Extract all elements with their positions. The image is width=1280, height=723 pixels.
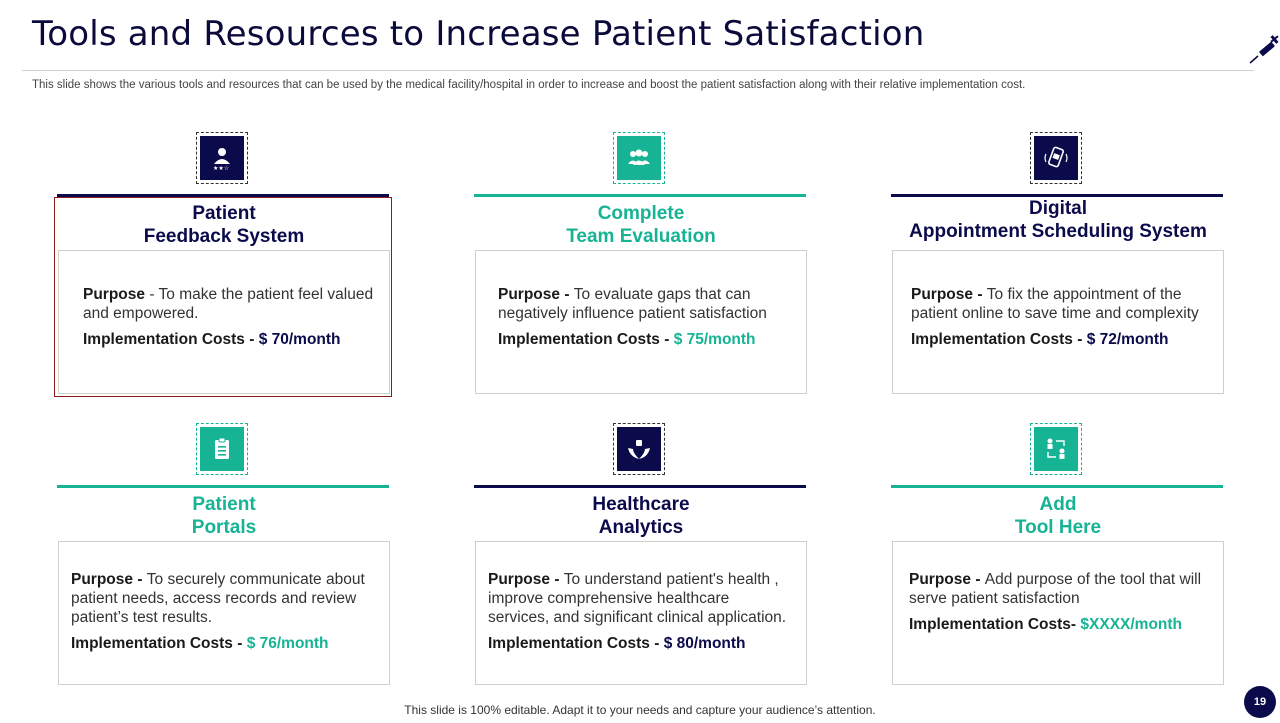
card-title-line2: Appointment Scheduling System [909, 221, 1207, 242]
card-title: Complete Team Evaluation [474, 202, 808, 248]
card-purpose: Purpose - To evaluate gaps that can nega… [498, 285, 792, 349]
card-title-line1: Digital [1028, 198, 1088, 219]
tool-card-healthcare-analytics[interactable]: Healthcare Analytics Purpose - To unders… [474, 423, 808, 723]
purpose-text: To evaluate gaps that can negatively inf… [498, 286, 767, 322]
purpose-label: Purpose - [498, 286, 574, 303]
clipboard-icon [215, 437, 229, 459]
card-title: Patient Feedback System [57, 202, 391, 248]
people-exchange-icon [1047, 438, 1065, 459]
cost-line: Implementation Costs - $ 80/month [488, 634, 792, 653]
slide-footer: This slide is 100% editable. Adapt it to… [404, 703, 876, 717]
card-purpose: Purpose - Add purpose of the tool that w… [909, 570, 1209, 634]
svg-text:★★☆: ★★☆ [213, 165, 229, 172]
card-accent-bar [57, 194, 389, 197]
purpose-text: To fix the appointment of the patient on… [911, 286, 1199, 322]
title-divider [22, 70, 1254, 71]
cost-value: $ 70/month [258, 331, 341, 348]
icon-frame: ★★☆ [196, 132, 248, 184]
cost-line: Implementation Costs - $ 76/month [71, 634, 375, 653]
cost-value: $ 76/month [246, 635, 329, 652]
card-purpose: Purpose - To securely communicate about … [71, 570, 375, 653]
card-title-line1: Patient [192, 494, 256, 515]
tool-card-patient-feedback[interactable]: ★★☆ Patient Feedback System Purpose - To… [54, 132, 392, 432]
purpose-text: Add purpose of the tool that will serve … [909, 571, 1202, 607]
purpose-separator: - [145, 286, 159, 303]
purpose-text: To securely communicate about patient ne… [71, 571, 365, 626]
card-accent-bar [891, 485, 1223, 488]
healthcare-hands-icon [628, 440, 650, 459]
mobile-appointment-icon [1044, 146, 1068, 168]
purpose-label: Purpose - [71, 571, 147, 588]
card-body: Purpose - To evaluate gaps that can nega… [475, 250, 807, 394]
card-body: Purpose - To make the patient feel value… [58, 250, 390, 394]
purpose-label: Purpose - [911, 286, 987, 303]
card-body: Purpose - Add purpose of the tool that w… [892, 541, 1224, 685]
tool-card-digital-appointment[interactable]: Digital Appointment Scheduling System Pu… [891, 132, 1225, 432]
card-body: Purpose - To securely communicate about … [58, 541, 390, 685]
purpose-text: To understand patient's health , improve… [488, 571, 787, 626]
cost-line: Implementation Costs - $ 75/month [498, 330, 792, 349]
cost-line: Implementation Costs - $ 70/month [83, 330, 375, 349]
cost-label: Implementation Costs - [83, 331, 259, 348]
card-body: Purpose - To understand patient's health… [475, 541, 807, 685]
purpose-text: To make the patient feel valued and empo… [83, 286, 374, 322]
cost-value: $ 80/month [663, 635, 746, 652]
cost-line: Implementation Costs- $XXXX/month [909, 615, 1209, 634]
card-purpose: Purpose - To understand patient's health… [488, 570, 792, 653]
card-title-line1: Patient [192, 203, 256, 224]
purpose-label: Purpose - [909, 571, 985, 588]
card-title-line1: Healthcare [592, 494, 690, 515]
card-title-line2: Team Evaluation [566, 226, 716, 247]
card-title-line2: Analytics [598, 517, 684, 538]
cost-label: Implementation Costs - [911, 331, 1087, 348]
card-title-line2: Feedback System [143, 226, 305, 247]
icon-frame [196, 423, 248, 475]
card-title-line1: Complete [597, 203, 685, 224]
icon-frame [1030, 132, 1082, 184]
cost-value: $ 75/month [673, 331, 756, 348]
purpose-label: Purpose - [488, 571, 564, 588]
tool-card-team-evaluation[interactable]: Complete Team Evaluation Purpose - To ev… [474, 132, 808, 432]
card-body: Purpose - To fix the appointment of the … [892, 250, 1224, 394]
purpose-label: Purpose [83, 286, 146, 303]
tool-card-patient-portals[interactable]: Patient Portals Purpose - To securely co… [57, 423, 391, 723]
card-title: Patient Portals [57, 493, 391, 539]
slide-subtitle: This slide shows the various tools and r… [32, 79, 1026, 91]
tool-card-add-tool[interactable]: Add Tool Here Purpose - Add purpose of t… [891, 423, 1225, 723]
card-title-line2: Portals [191, 517, 257, 538]
icon-frame [613, 423, 665, 475]
card-accent-bar [57, 485, 389, 488]
card-title: Digital Appointment Scheduling System [891, 197, 1225, 243]
icon-frame [1030, 423, 1082, 475]
cost-label: Implementation Costs - [71, 635, 247, 652]
slide-title: Tools and Resources to Increase Patient … [32, 14, 925, 54]
card-title-line1: Add [1039, 494, 1077, 515]
syringe-icon [1249, 35, 1279, 64]
page-number-badge: 19 [1244, 686, 1276, 718]
card-accent-bar [474, 485, 806, 488]
patient-rating-icon: ★★☆ [213, 148, 230, 172]
card-accent-bar [891, 194, 1223, 197]
card-purpose: Purpose - To fix the appointment of the … [911, 285, 1209, 349]
cost-value: $ 72/month [1086, 331, 1169, 348]
card-accent-bar [474, 194, 806, 197]
cost-label: Implementation Costs - [498, 331, 674, 348]
card-title: Add Tool Here [891, 493, 1225, 539]
cost-label: Implementation Costs- [909, 616, 1081, 633]
selection-frame [54, 197, 392, 397]
card-title: Healthcare Analytics [474, 493, 808, 539]
icon-frame [613, 132, 665, 184]
team-icon [628, 149, 650, 165]
card-title-line2: Tool Here [1014, 517, 1102, 538]
cost-label: Implementation Costs - [488, 635, 664, 652]
cost-value: $XXXX/month [1080, 616, 1183, 633]
card-purpose: Purpose - To make the patient feel value… [83, 285, 375, 349]
cost-line: Implementation Costs - $ 72/month [911, 330, 1209, 349]
